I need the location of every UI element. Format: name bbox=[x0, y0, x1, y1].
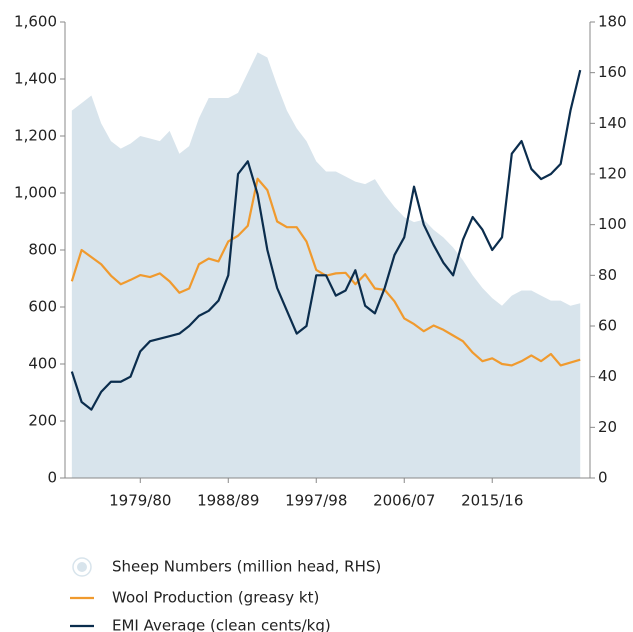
y-tick-label: 400 bbox=[28, 355, 57, 373]
area bbox=[71, 52, 581, 479]
legend-swatch bbox=[77, 562, 87, 572]
legend-label: Wool Production (greasy kt) bbox=[112, 589, 319, 607]
y2-tick-label: 60 bbox=[598, 317, 617, 335]
y-tick-label: 1,600 bbox=[14, 13, 57, 31]
x-tick-label: 1988/89 bbox=[197, 492, 259, 510]
y2-tick-label: 0 bbox=[598, 469, 608, 487]
plot bbox=[70, 52, 582, 479]
y-tick-label: 1,200 bbox=[14, 127, 57, 145]
y2-tick-label: 20 bbox=[598, 418, 617, 436]
y-tick-label: 600 bbox=[28, 298, 57, 316]
y-tick-label: 200 bbox=[28, 412, 57, 430]
legend-item: Wool Production (greasy kt) bbox=[70, 589, 319, 607]
y-tick-label: 0 bbox=[47, 469, 57, 487]
y2-tick-label: 40 bbox=[598, 367, 617, 385]
x-tick-label: 2015/16 bbox=[461, 492, 523, 510]
y2-tick-label: 180 bbox=[598, 13, 627, 31]
x-tick-label: 1979/80 bbox=[109, 492, 171, 510]
legend-item: Sheep Numbers (million head, RHS) bbox=[72, 557, 381, 577]
y2-tick-label: 80 bbox=[598, 266, 617, 284]
y-tick-label: 800 bbox=[28, 241, 57, 259]
legend-item: EMI Average (clean cents/kg) bbox=[70, 617, 331, 632]
y2-tick-label: 160 bbox=[598, 63, 627, 81]
legend-label: EMI Average (clean cents/kg) bbox=[112, 617, 331, 632]
y2-tick-label: 120 bbox=[598, 165, 627, 183]
y2-tick-label: 100 bbox=[598, 215, 627, 233]
y-tick-label: 1,000 bbox=[14, 184, 57, 202]
x-tick-label: 2006/07 bbox=[373, 492, 435, 510]
line bbox=[70, 69, 582, 411]
x-tick-label: 1997/98 bbox=[285, 492, 347, 510]
legend-label: Sheep Numbers (million head, RHS) bbox=[112, 558, 381, 576]
y-tick-label: 1,400 bbox=[14, 70, 57, 88]
y2-tick-label: 140 bbox=[598, 114, 627, 132]
